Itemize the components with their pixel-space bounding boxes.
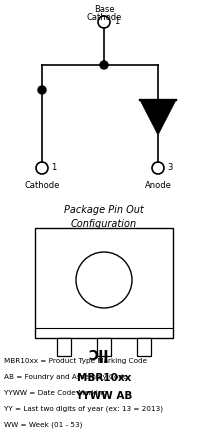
Text: YY = Last two digits of year (ex: 13 = 2013): YY = Last two digits of year (ex: 13 = 2…	[4, 406, 163, 412]
Bar	[137, 338, 151, 356]
Text: 3: 3	[167, 164, 172, 172]
Text: Cathode: Cathode	[24, 181, 60, 190]
Text: Anode: Anode	[145, 181, 171, 190]
Bar	[57, 338, 71, 356]
Text: YYWW = Date Code Marking: YYWW = Date Code Marking	[4, 390, 107, 396]
Circle shape	[38, 86, 46, 94]
Text: WW = Week (01 - 53): WW = Week (01 - 53)	[4, 422, 82, 429]
Text: 1: 1	[51, 164, 56, 172]
Text: MBR10xx = Product Type Marking Code: MBR10xx = Product Type Marking Code	[4, 358, 147, 364]
Text: MBR10xx: MBR10xx	[77, 373, 131, 383]
Polygon shape	[140, 100, 176, 135]
Text: Cathode: Cathode	[86, 13, 122, 22]
Text: YYWW AB: YYWW AB	[75, 391, 133, 401]
Text: AB = Foundry and Assembly Code: AB = Foundry and Assembly Code	[4, 374, 128, 380]
Text: Ɔǀǀ: Ɔǀǀ	[89, 349, 109, 363]
Circle shape	[100, 61, 108, 69]
Bar	[35, 228, 173, 338]
Bar	[97, 338, 111, 356]
Text: 1: 1	[114, 18, 119, 26]
Text: Package Pin Out
Configuration: Package Pin Out Configuration	[64, 205, 144, 229]
Text: Base: Base	[94, 5, 114, 14]
